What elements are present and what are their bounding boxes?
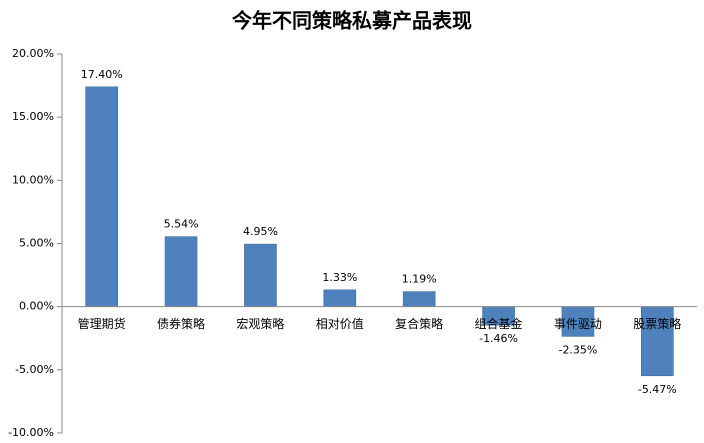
- value-label: 17.40%: [81, 68, 123, 81]
- bar: [244, 243, 277, 307]
- x-tick-label: 宏观策略: [236, 316, 284, 331]
- value-label: -5.47%: [638, 383, 677, 396]
- x-tick-label: 股票策略: [633, 316, 681, 331]
- y-tick-label: 10.00%: [12, 173, 54, 186]
- bar: [561, 306, 595, 337]
- bar: [164, 236, 198, 307]
- y-tick-label: 0.00%: [19, 300, 54, 313]
- bar: [323, 289, 357, 307]
- x-tick-label: 组合基金: [475, 316, 523, 331]
- y-tick-label: -5.00%: [15, 363, 54, 376]
- bar: [641, 306, 674, 377]
- value-label: 4.95%: [243, 225, 278, 238]
- value-label: 5.54%: [164, 218, 199, 231]
- y-tick-label: 5.00%: [19, 237, 54, 250]
- chart-title: 今年不同策略私募产品表现: [232, 9, 472, 33]
- y-tick-label: -10.00%: [8, 426, 54, 439]
- value-label: -2.35%: [558, 343, 597, 356]
- x-tick-label: 管理期货: [78, 316, 126, 331]
- x-tick-label: 相对价值: [316, 316, 364, 331]
- value-label: -1.46%: [479, 332, 518, 345]
- x-tick-label: 债券策略: [157, 316, 205, 331]
- bar: [402, 291, 436, 307]
- bar: [85, 86, 118, 307]
- value-label: 1.19%: [402, 273, 437, 286]
- x-tick-label: 复合策略: [395, 316, 443, 331]
- value-label: 1.33%: [322, 271, 357, 284]
- y-tick-label: 15.00%: [12, 110, 54, 123]
- x-tick-label: 事件驱动: [554, 317, 602, 331]
- y-tick-label: 20.00%: [12, 47, 54, 60]
